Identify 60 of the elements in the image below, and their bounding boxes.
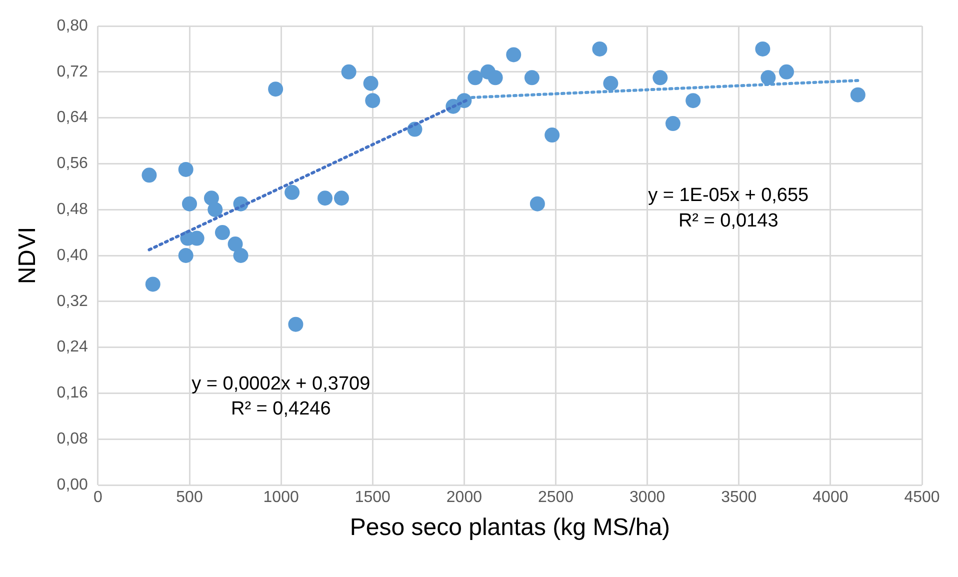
point xyxy=(488,70,503,86)
point xyxy=(652,70,668,86)
point xyxy=(603,76,618,91)
x-axis-title: Peso seco plantas (kg MS/ha) xyxy=(350,514,670,542)
y-tick-label: 0,00 xyxy=(56,476,88,494)
point xyxy=(755,41,770,56)
point xyxy=(142,168,157,183)
x-tick-label: 4500 xyxy=(904,489,940,506)
point xyxy=(233,248,248,263)
point xyxy=(363,76,378,91)
point xyxy=(365,93,380,108)
y-tick-label: 0,56 xyxy=(56,155,88,172)
y-tick-label: 0,40 xyxy=(56,246,88,264)
point xyxy=(530,196,545,212)
point xyxy=(468,70,483,86)
y-tick-label: 0,08 xyxy=(56,430,88,448)
y-tick-label: 0,80 xyxy=(56,17,88,34)
x-tick-label: 1000 xyxy=(263,489,299,506)
point xyxy=(341,64,356,80)
point xyxy=(318,190,333,206)
point xyxy=(524,70,540,86)
point xyxy=(288,316,304,332)
annotation: y = 0,0002x + 0,3709 xyxy=(192,373,370,394)
x-tick-label: 0 xyxy=(93,489,102,506)
point xyxy=(145,276,160,292)
point xyxy=(334,190,349,206)
annotation: y = 1E-05x + 0,655 xyxy=(648,185,809,206)
point xyxy=(778,64,794,80)
point xyxy=(182,196,198,212)
point xyxy=(204,190,219,206)
y-axis-title: NDVI xyxy=(14,226,42,284)
y-tick-label: 0,48 xyxy=(56,201,88,218)
y-tick-label: 0,24 xyxy=(56,338,88,356)
point xyxy=(592,41,608,56)
point xyxy=(506,47,522,62)
point xyxy=(214,225,230,240)
x-tick-label: 3000 xyxy=(630,489,666,506)
point xyxy=(228,236,243,252)
point xyxy=(178,162,194,177)
point xyxy=(284,184,300,200)
x-tick-label: 500 xyxy=(176,489,203,506)
point xyxy=(850,87,866,102)
x-tick-label: 2000 xyxy=(446,489,482,506)
point xyxy=(686,93,701,108)
y-tick-label: 0,16 xyxy=(56,384,88,402)
x-tick-label: 3500 xyxy=(721,489,757,506)
point xyxy=(208,202,223,218)
point xyxy=(544,128,560,143)
point xyxy=(665,116,680,132)
point xyxy=(760,70,776,86)
annotation: R² = 0,4246 xyxy=(230,398,331,420)
point xyxy=(268,82,284,97)
annotation: R² = 0,0143 xyxy=(678,210,778,232)
x-tick-label: 1500 xyxy=(354,489,391,506)
y-tick-label: 0,72 xyxy=(56,63,88,80)
y-tick-label: 0,64 xyxy=(56,109,88,126)
x-tick-label: 4000 xyxy=(812,489,848,506)
x-tick-label: 2500 xyxy=(538,489,574,506)
y-tick-label: 0,32 xyxy=(56,292,88,310)
point xyxy=(178,248,194,263)
